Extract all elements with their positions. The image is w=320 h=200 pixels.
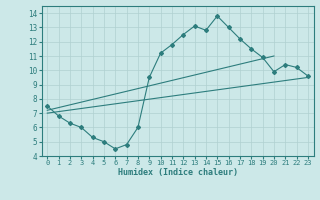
X-axis label: Humidex (Indice chaleur): Humidex (Indice chaleur) <box>118 168 237 177</box>
